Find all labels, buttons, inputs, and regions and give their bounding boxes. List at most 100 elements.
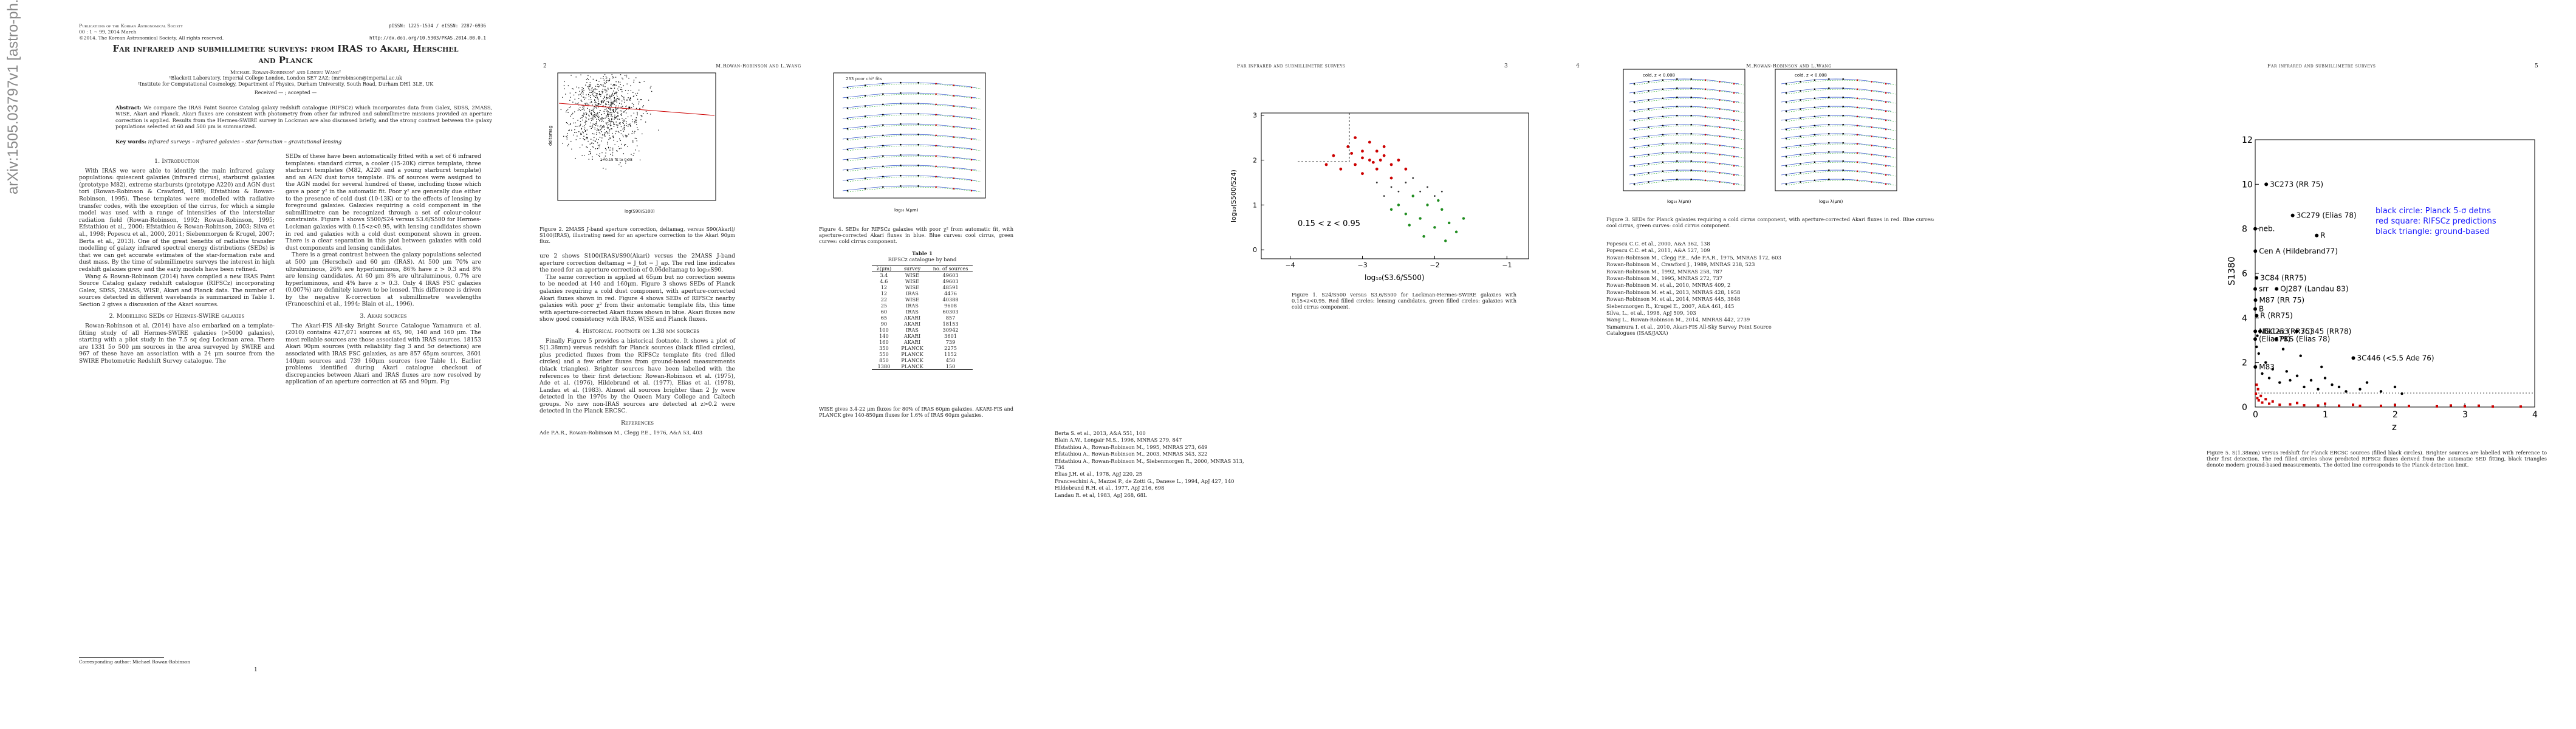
data-point	[586, 113, 587, 114]
section-3-title: 3. Akari sources	[360, 313, 407, 320]
data-point	[598, 86, 600, 87]
data-point	[589, 143, 591, 145]
data-point	[603, 126, 605, 128]
data-point	[609, 78, 611, 80]
sed-point	[1785, 101, 1787, 103]
labelled-point	[2275, 287, 2279, 291]
sed-point	[1785, 128, 1787, 131]
sed-point	[935, 103, 937, 106]
sed-point	[1633, 165, 1636, 167]
data-point	[608, 102, 609, 103]
sed-point	[1871, 90, 1872, 92]
data-point	[606, 97, 608, 98]
figure-1-xlabel: log₁₀(S3.6/S500)	[1365, 273, 1425, 282]
sed-point	[1704, 170, 1707, 173]
sed-point	[1676, 160, 1678, 162]
labelled-point	[2315, 233, 2319, 238]
data-point	[563, 135, 564, 137]
sed-point	[1662, 170, 1664, 173]
data-point	[567, 112, 569, 113]
data-point	[611, 114, 612, 115]
planck-point	[2295, 374, 2299, 377]
sed-point	[917, 164, 919, 166]
data-point	[640, 99, 642, 100]
sed-point	[1633, 137, 1636, 140]
planck-point	[2320, 365, 2323, 369]
sed-point	[953, 136, 955, 138]
figure-1-ticks: −4 −3 −2 −1 0 1 2 3	[1253, 112, 1512, 269]
labelled-point	[2253, 249, 2258, 253]
reference-entry: Siebenmorgen R., Krugel E., 2007, A&A 46…	[1606, 303, 1735, 309]
point-label: OJ287 (Landau 83)	[2280, 285, 2348, 293]
sed-point	[917, 81, 919, 84]
table-cell: IRAS	[905, 290, 919, 296]
x-tick-label: −2	[1430, 261, 1439, 269]
section-4-title: 4. Historical footnote on 1.38 mm source…	[575, 327, 700, 335]
data-point	[587, 75, 589, 77]
rifscz-point	[2303, 404, 2306, 407]
cold-cirrus-point	[1389, 208, 1393, 211]
data-point	[603, 125, 605, 126]
sed-point	[1733, 110, 1735, 112]
sed-point	[1871, 126, 1872, 128]
sed-point	[970, 107, 973, 109]
data-point	[574, 111, 575, 112]
data-point	[641, 99, 642, 100]
figure-2-points	[560, 74, 659, 169]
sed-point	[1733, 183, 1735, 185]
sed-point	[882, 145, 884, 147]
sed-point	[1856, 143, 1858, 145]
sed-point	[900, 164, 902, 166]
data-point	[595, 97, 596, 98]
data-point	[620, 140, 621, 142]
rifscz-point	[2358, 405, 2362, 408]
data-point	[601, 160, 602, 162]
data-point	[637, 112, 638, 114]
data-point	[635, 138, 637, 139]
sed-curve	[1629, 133, 1739, 139]
sed-point	[900, 123, 902, 125]
sed-point	[1856, 161, 1858, 163]
sed-point	[1662, 79, 1664, 81]
sed-point	[882, 124, 884, 126]
data-point	[605, 132, 606, 134]
sed-curve	[1781, 97, 1891, 103]
table-cell: 1152	[944, 351, 957, 357]
sed-point	[1842, 160, 1845, 162]
sed-point	[1719, 99, 1721, 101]
sed-point	[1814, 161, 1816, 163]
data-point	[587, 137, 588, 139]
section-2-text: Rowan-Robinson et al. (2014) have also e…	[79, 323, 275, 365]
planck-point	[2393, 385, 2397, 389]
data-point	[609, 105, 611, 106]
sed-point	[935, 134, 937, 137]
sed-point	[1690, 114, 1693, 117]
figure-4-plot: 233 poor chi² fits log₁₀ λ(μm)	[833, 72, 986, 213]
table-cell: 12	[880, 284, 888, 290]
reference-entry: Rowan-Robinson M., Crawford J., 1989, MN…	[1606, 261, 1755, 268]
data-point	[605, 148, 606, 149]
sed-point	[1842, 142, 1845, 144]
page-1: Publications of the Korean Astronomical …	[0, 0, 515, 729]
data-point	[597, 93, 598, 94]
x-tick-label: 1	[2323, 410, 2328, 420]
data-point	[598, 93, 600, 94]
sed-point	[935, 124, 937, 126]
table-row: 25 IRAS 9608	[872, 303, 973, 309]
data-point	[601, 152, 603, 154]
data-point	[614, 117, 615, 118]
data-point	[594, 115, 595, 117]
sed-point	[1828, 160, 1830, 162]
sed-point	[1785, 183, 1787, 185]
figure-1-dashed-boundary	[1298, 113, 1350, 162]
data-point	[601, 114, 603, 115]
table-cell: AKARI	[903, 315, 920, 321]
data-point	[594, 112, 595, 113]
reference-entry: Rowan-Robinson M. et al., 2014, MNRAS 44…	[1606, 296, 1741, 303]
cold-cirrus-point	[1444, 239, 1447, 242]
planck-point	[2289, 378, 2292, 382]
point-label: 3C273 (RR 75)	[2270, 180, 2323, 188]
sed-point	[1719, 163, 1721, 165]
table-cell: WISE	[905, 278, 920, 284]
data-point	[583, 135, 584, 137]
